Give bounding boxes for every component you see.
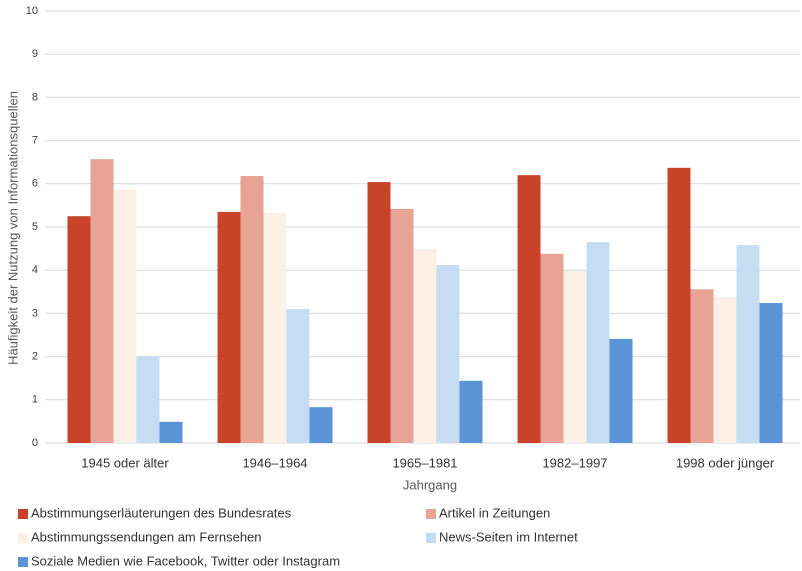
bar (390, 208, 414, 443)
x-tick-label: 1965–1981 (392, 455, 457, 470)
legend-swatch (426, 509, 436, 519)
bar (690, 289, 714, 443)
bar (540, 253, 564, 443)
y-tick-label: 7 (32, 135, 38, 147)
y-tick-label: 6 (32, 178, 38, 190)
y-tick-label: 0 (32, 437, 38, 449)
bar (286, 309, 310, 443)
bar (759, 303, 783, 443)
bar (367, 182, 391, 443)
bar (517, 175, 541, 443)
legend-swatch (18, 509, 28, 519)
y-tick-label: 9 (32, 48, 38, 60)
bar (413, 249, 437, 443)
x-tick-label: 1998 oder jünger (676, 455, 775, 470)
bar (713, 296, 737, 443)
bar (90, 159, 114, 443)
legend-label: News-Seiten im Internet (439, 529, 578, 544)
legend-label: Abstimmungssendungen am Fernsehen (31, 529, 262, 544)
legend-swatch (18, 557, 28, 567)
bar (67, 216, 91, 443)
bar (667, 167, 691, 444)
bar (736, 245, 760, 443)
y-tick-label: 5 (32, 221, 38, 233)
bar (136, 356, 160, 443)
x-tick-label: 1982–1997 (542, 455, 607, 470)
bar (309, 407, 333, 443)
y-axis-title: Häufigkeit der Nutzung von Informationsq… (5, 91, 20, 365)
y-tick-label: 2 (32, 351, 38, 363)
bar (436, 265, 460, 443)
x-tick-label: 1945 oder älter (81, 455, 169, 470)
legend-label: Artikel in Zeitungen (439, 505, 550, 520)
y-tick-label: 8 (32, 91, 38, 103)
legend-swatch (18, 533, 28, 543)
x-axis-title: Jahrgang (403, 477, 457, 492)
bar (563, 271, 587, 443)
bar (217, 211, 241, 443)
y-tick-label: 1 (32, 394, 38, 406)
bar (263, 213, 287, 443)
bar (240, 176, 264, 444)
legend-label: Soziale Medien wie Facebook, Twitter ode… (31, 553, 340, 568)
bar (586, 242, 610, 443)
bar (609, 338, 633, 443)
bar (113, 189, 137, 443)
y-tick-label: 3 (32, 307, 38, 319)
legend-label: Abstimmungserläuterungen des Bundesrates (31, 505, 292, 520)
legend-swatch (426, 533, 436, 543)
bar (459, 380, 483, 443)
y-tick-label: 4 (32, 264, 38, 276)
y-tick-label: 10 (26, 5, 38, 17)
bar (159, 421, 183, 443)
x-tick-label: 1946–1964 (242, 455, 307, 470)
